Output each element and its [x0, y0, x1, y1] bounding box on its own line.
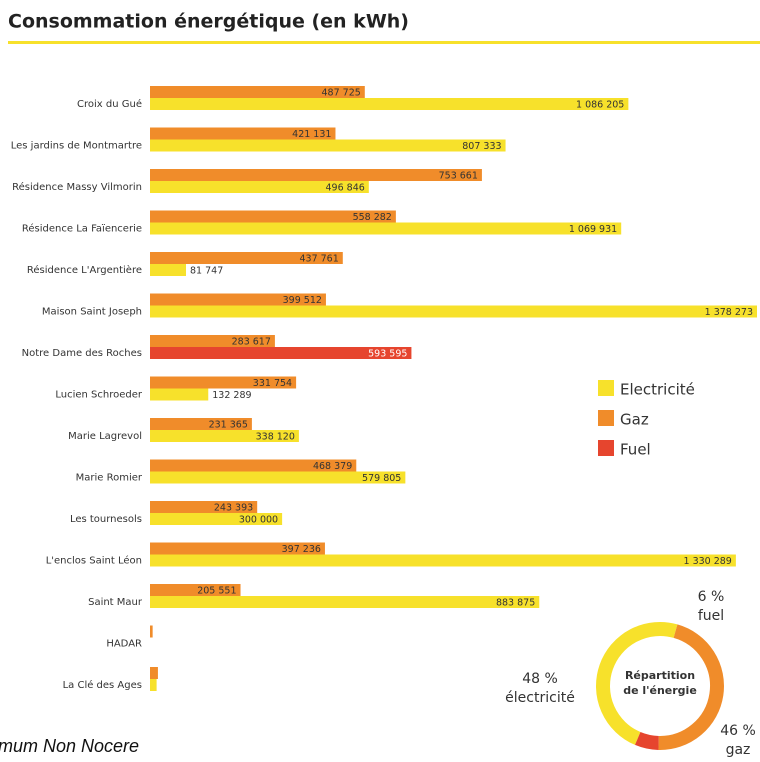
- donut-segment: [634, 731, 660, 750]
- value-label: 205 551: [197, 586, 236, 597]
- category-label: Saint Maur: [88, 597, 143, 608]
- value-label: 231 365: [209, 420, 248, 431]
- donut-category-label: fuel: [698, 608, 724, 624]
- value-label: 1 378 273: [705, 307, 753, 318]
- category-label: Les jardins de Montmartre: [11, 141, 142, 152]
- legend-swatch: [598, 380, 614, 396]
- donut-segment: [596, 622, 678, 745]
- bar: [150, 86, 365, 98]
- bar: [150, 388, 209, 401]
- value-label: 468 379: [313, 461, 352, 472]
- bar: [150, 210, 396, 223]
- category-label: Marie Lagrevol: [68, 431, 142, 442]
- value-label: 496 846: [326, 183, 365, 194]
- category-label: Croix du Gué: [77, 98, 142, 110]
- bar: [150, 139, 506, 152]
- donut-title: Répartition de l'énergie: [623, 669, 697, 697]
- bar: [150, 305, 757, 318]
- donut-category-label: gaz: [726, 742, 751, 758]
- bar: [150, 679, 157, 691]
- value-label: 243 393: [214, 503, 253, 514]
- bar: [150, 584, 241, 596]
- bar: [150, 459, 357, 472]
- value-label: 1 086 205: [576, 100, 624, 111]
- footer: mum Non Nocere: [0, 736, 140, 756]
- value-label: 300 000: [239, 515, 278, 526]
- legend-label: Fuel: [620, 441, 651, 459]
- category-label: Marie Romier: [76, 473, 143, 484]
- category-label: Résidence Massy Vilmorin: [12, 181, 142, 193]
- donut-segment: [658, 624, 724, 750]
- value-label: 132 289: [212, 390, 251, 401]
- value-label: 331 754: [253, 378, 292, 389]
- donut-value-label: 46 %: [720, 723, 756, 739]
- legend-swatch: [598, 440, 614, 456]
- value-label: 593 595: [368, 349, 407, 360]
- value-label: 1 069 931: [569, 224, 617, 235]
- category-label: Résidence L'Argentière: [27, 264, 142, 276]
- value-label: 558 282: [353, 212, 392, 223]
- value-label: 283 617: [232, 337, 271, 348]
- bar: [150, 596, 540, 608]
- bar: [150, 542, 325, 555]
- bar: [150, 335, 275, 347]
- donut-category-label: électricité: [505, 690, 575, 706]
- value-label: 807 333: [462, 141, 501, 152]
- bar: [150, 98, 629, 110]
- bar: [150, 554, 736, 567]
- value-label: 421 131: [292, 129, 331, 140]
- value-label: 437 761: [299, 254, 338, 265]
- bar: [150, 418, 252, 430]
- bar: [150, 252, 343, 264]
- bar: [150, 430, 299, 442]
- value-label: 399 512: [283, 295, 322, 306]
- category-label: Résidence La Faïencerie: [22, 223, 142, 235]
- bar: [150, 127, 336, 140]
- value-label: 397 236: [282, 544, 321, 555]
- bar: [150, 667, 158, 679]
- bar: [150, 513, 283, 525]
- category-label: Maison Saint Joseph: [42, 307, 142, 318]
- category-label: La Clé des Ages: [63, 679, 142, 691]
- bar: [150, 376, 297, 389]
- value-label: 1 330 289: [684, 556, 732, 567]
- bar: [150, 347, 412, 359]
- bar: [150, 293, 326, 306]
- category-label: Lucien Schroeder: [55, 390, 143, 401]
- value-label: 487 725: [322, 88, 361, 99]
- category-label: Les tournesols: [70, 514, 142, 525]
- legend-swatch: [598, 410, 614, 426]
- bar: [150, 222, 622, 235]
- bar: [150, 169, 482, 181]
- title-underline: [8, 41, 760, 44]
- value-label: 338 120: [256, 432, 295, 443]
- category-label: L'enclos Saint Léon: [46, 555, 142, 567]
- value-label: 81 747: [190, 266, 223, 277]
- value-label: 753 661: [439, 171, 478, 182]
- donut-value-label: 48 %: [522, 671, 558, 687]
- bar: [150, 181, 369, 193]
- bar: [150, 471, 406, 484]
- category-label: HADAR: [106, 639, 142, 650]
- legend-label: Gaz: [620, 411, 649, 429]
- legend-label: Electricité: [620, 381, 695, 399]
- value-label: 579 805: [362, 473, 401, 484]
- category-label: Notre Dame des Roches: [22, 348, 142, 359]
- chart-title: Consommation énergétique (en kWh): [8, 11, 409, 33]
- bar: [150, 501, 258, 513]
- bar: [150, 264, 187, 276]
- bar: [150, 625, 153, 638]
- value-label: 883 875: [496, 598, 535, 609]
- donut-value-label: 6 %: [698, 589, 725, 605]
